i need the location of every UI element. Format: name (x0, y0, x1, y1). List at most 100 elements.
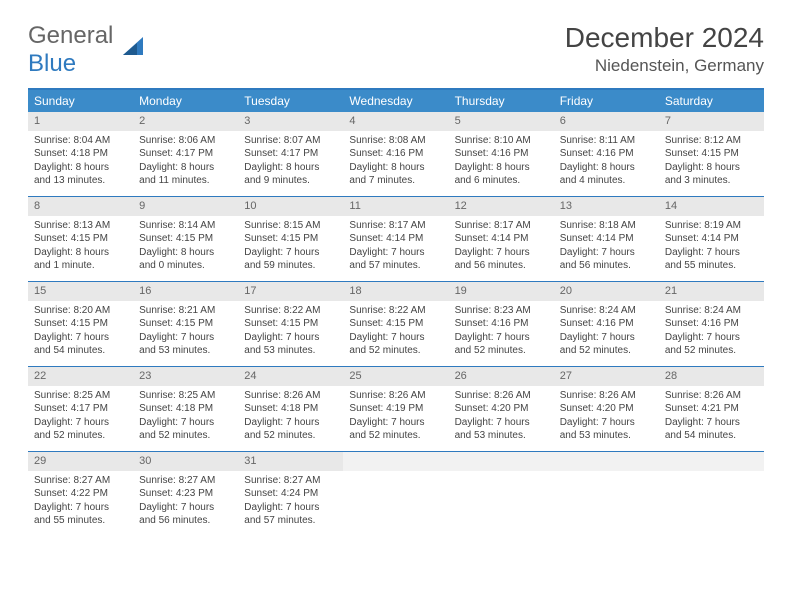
day-details (449, 471, 554, 480)
day-detail-line: Daylight: 7 hours (560, 246, 653, 260)
day-details: Sunrise: 8:24 AMSunset: 4:16 PMDaylight:… (659, 301, 764, 364)
day-detail-line: and 54 minutes. (665, 429, 758, 443)
day-detail-line: Sunset: 4:21 PM (665, 402, 758, 416)
brand-logo: General Blue (28, 22, 147, 78)
day-details: Sunrise: 8:25 AMSunset: 4:18 PMDaylight:… (133, 386, 238, 449)
day-details: Sunrise: 8:04 AMSunset: 4:18 PMDaylight:… (28, 131, 133, 194)
day-detail-line: Sunrise: 8:19 AM (665, 219, 758, 233)
calendar-day: 18Sunrise: 8:22 AMSunset: 4:15 PMDayligh… (343, 282, 448, 366)
day-detail-line: and 56 minutes. (455, 259, 548, 273)
day-detail-line: Sunset: 4:20 PM (560, 402, 653, 416)
day-detail-line: Sunrise: 8:25 AM (34, 389, 127, 403)
day-detail-line: and 56 minutes. (139, 514, 232, 528)
day-detail-line: Daylight: 7 hours (244, 416, 337, 430)
day-detail-line: Sunrise: 8:26 AM (665, 389, 758, 403)
day-detail-line: Sunset: 4:16 PM (560, 147, 653, 161)
day-detail-line: and 0 minutes. (139, 259, 232, 273)
day-detail-line: Daylight: 7 hours (665, 331, 758, 345)
calendar-day: 3Sunrise: 8:07 AMSunset: 4:17 PMDaylight… (238, 112, 343, 196)
day-detail-line: Daylight: 7 hours (560, 416, 653, 430)
day-number: 22 (28, 367, 133, 386)
day-detail-line: and 52 minutes. (560, 344, 653, 358)
day-detail-line: and 52 minutes. (455, 344, 548, 358)
calendar-day (449, 452, 554, 536)
day-details: Sunrise: 8:18 AMSunset: 4:14 PMDaylight:… (554, 216, 659, 279)
day-details: Sunrise: 8:26 AMSunset: 4:21 PMDaylight:… (659, 386, 764, 449)
day-details: Sunrise: 8:26 AMSunset: 4:20 PMDaylight:… (449, 386, 554, 449)
day-detail-line: and 3 minutes. (665, 174, 758, 188)
sail-icon (119, 33, 147, 68)
day-detail-line: and 52 minutes. (349, 429, 442, 443)
day-details: Sunrise: 8:08 AMSunset: 4:16 PMDaylight:… (343, 131, 448, 194)
day-detail-line: Sunset: 4:18 PM (244, 402, 337, 416)
day-detail-line: Daylight: 8 hours (455, 161, 548, 175)
day-detail-line: Daylight: 7 hours (455, 246, 548, 260)
day-details: Sunrise: 8:25 AMSunset: 4:17 PMDaylight:… (28, 386, 133, 449)
day-detail-line: Daylight: 7 hours (34, 501, 127, 515)
calendar-day: 24Sunrise: 8:26 AMSunset: 4:18 PMDayligh… (238, 367, 343, 451)
day-number: 13 (554, 197, 659, 216)
day-details (343, 471, 448, 480)
calendar-grid: SundayMondayTuesdayWednesdayThursdayFrid… (28, 88, 764, 536)
calendar-day: 13Sunrise: 8:18 AMSunset: 4:14 PMDayligh… (554, 197, 659, 281)
day-detail-line: Sunset: 4:17 PM (139, 147, 232, 161)
day-detail-line: Sunset: 4:15 PM (244, 232, 337, 246)
day-detail-line: Sunset: 4:18 PM (34, 147, 127, 161)
day-detail-line: Daylight: 8 hours (665, 161, 758, 175)
day-number: 25 (343, 367, 448, 386)
day-detail-line: Sunrise: 8:26 AM (349, 389, 442, 403)
calendar-day: 30Sunrise: 8:27 AMSunset: 4:23 PMDayligh… (133, 452, 238, 536)
day-detail-line: Sunrise: 8:25 AM (139, 389, 232, 403)
day-number: 18 (343, 282, 448, 301)
day-number: 11 (343, 197, 448, 216)
calendar-day: 6Sunrise: 8:11 AMSunset: 4:16 PMDaylight… (554, 112, 659, 196)
day-detail-line: and 56 minutes. (560, 259, 653, 273)
day-detail-line: Sunset: 4:15 PM (139, 317, 232, 331)
day-number: 12 (449, 197, 554, 216)
day-detail-line: and 55 minutes. (665, 259, 758, 273)
day-detail-line: and 11 minutes. (139, 174, 232, 188)
title-block: December 2024 Niedenstein, Germany (565, 22, 764, 76)
day-detail-line: Sunset: 4:19 PM (349, 402, 442, 416)
day-detail-line: and 59 minutes. (244, 259, 337, 273)
page-header: General Blue December 2024 Niedenstein, … (28, 22, 764, 78)
day-details: Sunrise: 8:20 AMSunset: 4:15 PMDaylight:… (28, 301, 133, 364)
day-detail-line: and 53 minutes. (560, 429, 653, 443)
day-detail-line: Sunrise: 8:10 AM (455, 134, 548, 148)
day-detail-line: and 53 minutes. (244, 344, 337, 358)
day-detail-line: Sunrise: 8:24 AM (560, 304, 653, 318)
day-detail-line: Sunrise: 8:27 AM (34, 474, 127, 488)
calendar-day: 21Sunrise: 8:24 AMSunset: 4:16 PMDayligh… (659, 282, 764, 366)
day-details: Sunrise: 8:06 AMSunset: 4:17 PMDaylight:… (133, 131, 238, 194)
day-details: Sunrise: 8:22 AMSunset: 4:15 PMDaylight:… (238, 301, 343, 364)
location-label: Niedenstein, Germany (565, 56, 764, 76)
day-detail-line: Daylight: 7 hours (560, 331, 653, 345)
day-details: Sunrise: 8:19 AMSunset: 4:14 PMDaylight:… (659, 216, 764, 279)
day-detail-line: Daylight: 8 hours (560, 161, 653, 175)
day-number (343, 452, 448, 471)
day-number: 23 (133, 367, 238, 386)
day-detail-line: Daylight: 7 hours (244, 501, 337, 515)
day-detail-line: and 55 minutes. (34, 514, 127, 528)
calendar-week: 1Sunrise: 8:04 AMSunset: 4:18 PMDaylight… (28, 112, 764, 197)
day-detail-line: and 7 minutes. (349, 174, 442, 188)
day-details: Sunrise: 8:27 AMSunset: 4:22 PMDaylight:… (28, 471, 133, 534)
day-details: Sunrise: 8:26 AMSunset: 4:18 PMDaylight:… (238, 386, 343, 449)
day-number (659, 452, 764, 471)
day-detail-line: Sunset: 4:15 PM (34, 232, 127, 246)
day-detail-line: and 57 minutes. (244, 514, 337, 528)
day-detail-line: Sunrise: 8:15 AM (244, 219, 337, 233)
day-detail-line: Daylight: 8 hours (349, 161, 442, 175)
day-number: 16 (133, 282, 238, 301)
day-detail-line: Sunset: 4:14 PM (455, 232, 548, 246)
day-number: 17 (238, 282, 343, 301)
calendar-day: 9Sunrise: 8:14 AMSunset: 4:15 PMDaylight… (133, 197, 238, 281)
calendar-day: 10Sunrise: 8:15 AMSunset: 4:15 PMDayligh… (238, 197, 343, 281)
day-details: Sunrise: 8:21 AMSunset: 4:15 PMDaylight:… (133, 301, 238, 364)
calendar-day (554, 452, 659, 536)
day-number: 21 (659, 282, 764, 301)
day-detail-line: Daylight: 8 hours (34, 161, 127, 175)
day-detail-line: Sunset: 4:15 PM (139, 232, 232, 246)
day-detail-line: Sunset: 4:15 PM (34, 317, 127, 331)
day-detail-line: Sunset: 4:15 PM (349, 317, 442, 331)
